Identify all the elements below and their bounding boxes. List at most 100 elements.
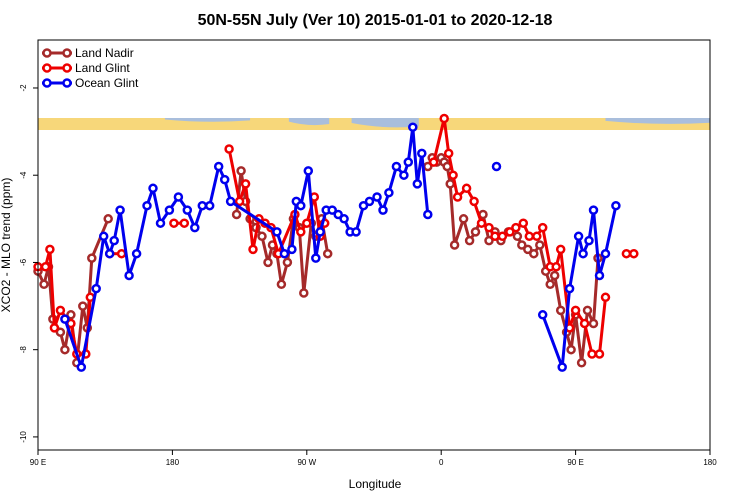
land-glint-point-54: [629, 248, 639, 259]
land-nadir-point-25: [299, 288, 309, 298]
land-ocean-strip: [38, 118, 710, 130]
strip-ocean-2: [351, 118, 419, 128]
land-nadir-point-12: [231, 209, 242, 220]
ocean-glint-point-7: [124, 270, 134, 281]
land-glint-point-45: [551, 262, 561, 272]
land-nadir-point-60: [588, 318, 599, 329]
ocean-glint-point-57: [611, 200, 621, 211]
land-glint-point-50: [587, 349, 597, 359]
land-glint-point-35: [484, 222, 494, 233]
land-glint-point-1: [40, 262, 51, 272]
legend-marker-right-land-nadir: [62, 48, 72, 58]
land-glint-point-13: [224, 144, 234, 154]
legend-label-land-nadir: Land Nadir: [75, 46, 134, 60]
ocean-glint-point-45: [417, 148, 427, 159]
land-nadir-point-13: [236, 166, 246, 176]
ocean-glint-point-23: [287, 244, 297, 255]
ocean-glint-point-38: [378, 205, 388, 215]
land-nadir-point-48: [523, 244, 533, 255]
ocean-glint-point-5: [109, 235, 119, 246]
land-nadir-point-59: [582, 305, 593, 316]
land-glint-point-27: [428, 157, 439, 167]
ocean-glint-point-18: [213, 161, 224, 172]
ocean-glint-point-48: [537, 310, 548, 320]
land-glint-point-52: [600, 292, 611, 303]
land-glint-point-28: [439, 113, 449, 124]
land-glint-point-12: [179, 218, 190, 228]
legend-label-land-glint: Land Glint: [75, 61, 130, 75]
ocean-glint-point-14: [182, 205, 193, 215]
x-tick-label-4: 90 E: [567, 458, 583, 467]
ocean-glint-point-12: [164, 205, 175, 215]
ocean-glint-point-55: [594, 270, 605, 281]
land-nadir-point-36: [445, 179, 455, 189]
land-glint-point-39: [511, 222, 521, 233]
ocean-glint-point-39: [384, 187, 394, 198]
strip-ocean-3: [605, 118, 710, 124]
ocean-glint-point-0: [60, 314, 70, 324]
ocean-glint-point-51: [573, 231, 584, 242]
ocean-glint-point-32: [339, 214, 349, 224]
land-glint-point-16: [248, 244, 258, 255]
land-glint-point-48: [570, 305, 581, 316]
land-glint-point-49: [579, 318, 590, 329]
y-tick-label-2: -6: [19, 258, 28, 266]
land-nadir-point-37: [449, 240, 460, 250]
ocean-glint-point-11: [155, 218, 166, 228]
ocean-glint-point-3: [98, 231, 109, 242]
land-glint-point-41: [524, 231, 535, 242]
series-ocean-glint: [60, 122, 621, 372]
land-glint-point-51: [594, 349, 605, 359]
land-glint-point-37: [497, 231, 508, 242]
land-glint-point-34: [476, 218, 487, 228]
ocean-glint-point-42: [403, 157, 414, 167]
land-nadir-point-53: [549, 270, 560, 281]
land-nadir-point-38: [458, 214, 469, 224]
ocean-glint-point-2: [91, 283, 101, 294]
legend-marker-left-land-nadir: [42, 48, 52, 58]
ocean-glint-point-54: [588, 205, 599, 215]
y-tick-label-4: -10: [19, 431, 28, 443]
legend-item-land-nadir: Land Nadir: [42, 46, 134, 60]
ocean-glint-point-44: [412, 179, 423, 189]
land-nadir-point-42: [484, 235, 494, 246]
legend-item-ocean-glint: Ocean Glint: [42, 76, 139, 90]
ocean-glint-point-17: [204, 200, 215, 211]
legend-label-ocean-glint: Ocean Glint: [75, 76, 139, 90]
land-nadir-point-29: [322, 248, 333, 259]
ocean-glint-point-1: [76, 362, 87, 372]
ocean-glint-point-22: [279, 248, 290, 259]
land-glint-point-38: [505, 227, 515, 237]
land-nadir-point-11: [103, 214, 113, 224]
land-nadir-point-52: [545, 279, 555, 290]
ocean-glint-point-21: [272, 227, 282, 237]
legend-marker-right-ocean-glint: [62, 78, 72, 88]
ocean-glint-point-46: [423, 209, 433, 220]
land-nadir-point-8: [78, 301, 88, 311]
land-nadir-point-39: [464, 235, 475, 246]
ocean-glint-point-37: [372, 192, 382, 202]
ocean-glint-point-41: [399, 170, 409, 180]
land-glint-point-14: [234, 196, 245, 207]
ocean-glint-point-28: [315, 227, 325, 237]
land-nadir-point-40: [470, 227, 481, 237]
land-glint-point-23: [302, 218, 312, 228]
land-glint-point-10: [116, 248, 127, 259]
x-tick-label-0: 90 E: [30, 458, 46, 467]
ocean-glint-point-31: [333, 209, 343, 220]
land-nadir-point-56: [566, 344, 576, 355]
legend-item-land-glint: Land Glint: [42, 61, 130, 75]
land-nadir-point-17: [257, 231, 267, 242]
ocean-glint-point-27: [311, 253, 321, 263]
land-nadir-point-21: [276, 279, 287, 290]
ocean-glint-point-25: [296, 200, 306, 211]
land-glint-point-42: [532, 231, 542, 242]
ocean-glint-point-26: [303, 166, 314, 176]
ocean-glint-point-15: [190, 222, 200, 233]
ocean-glint-point-16: [197, 200, 208, 211]
ocean-glint-point-49: [557, 362, 567, 372]
land-glint-point-31: [452, 192, 463, 202]
ocean-glint-point-9: [142, 200, 152, 211]
ocean-glint-line-2: [541, 205, 618, 369]
